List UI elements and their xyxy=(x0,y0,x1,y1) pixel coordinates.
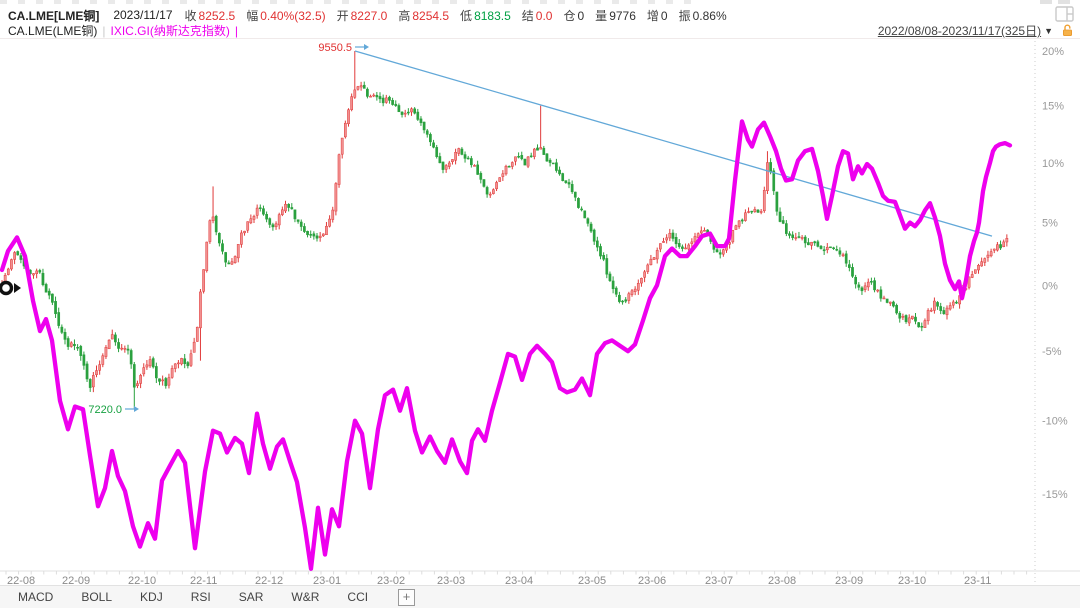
trendline xyxy=(354,50,993,237)
unlock-icon[interactable] xyxy=(1061,24,1074,37)
clipped-top-row xyxy=(0,0,700,4)
chart-canvas[interactable]: 20% 15% 10% 5% 0% -5% -10% -15% 22-08 22-09 22-10 2… xyxy=(0,39,1080,587)
svg-text:-15%: -15% xyxy=(1042,489,1068,501)
svg-text:23-07: 23-07 xyxy=(705,575,733,587)
quote-field-开: 开 8227.0 xyxy=(336,8,388,23)
drawing-handle-marker[interactable] xyxy=(0,280,22,296)
indicator-button-sar[interactable]: SAR xyxy=(238,589,264,604)
chevron-down-icon[interactable]: ▼ xyxy=(1044,25,1053,36)
quote-fields: 收 8252.5 幅 0.40%(32.5) 开 8227.0 高 8254.5 低 8183.5… xyxy=(185,7,738,24)
clipped-top-row-icons xyxy=(1040,0,1074,4)
indicator-button-rsi[interactable]: RSI xyxy=(190,589,211,604)
add-indicator-button[interactable]: + xyxy=(398,588,416,606)
date-range-selector[interactable]: 2022/08/08-2023/11/17(325日) xyxy=(877,24,1042,38)
svg-text:10%: 10% xyxy=(1042,158,1064,170)
indicator-button-wr[interactable]: W&R xyxy=(291,589,320,604)
indicator-button-boll[interactable]: BOLL xyxy=(81,589,113,604)
legend-primary-series[interactable]: CA.LME(LME铜) xyxy=(8,24,98,38)
quote-field-结: 结 0.0 xyxy=(521,8,553,23)
svg-text:0%: 0% xyxy=(1042,280,1058,292)
svg-text:22-10: 22-10 xyxy=(128,575,156,587)
indicator-button-kdj[interactable]: KDJ xyxy=(140,589,163,604)
svg-text:15%: 15% xyxy=(1042,101,1064,113)
price-annotation: 7220.0 xyxy=(88,404,122,416)
price-annotation: 9550.5 xyxy=(318,42,352,54)
axes: 20% 15% 10% 5% 0% -5% -10% -15% 22-08 22-09 22-10 2… xyxy=(0,41,1080,587)
svg-text:22-08: 22-08 xyxy=(7,575,35,587)
svg-text:23-08: 23-08 xyxy=(768,575,796,587)
svg-text:23-10: 23-10 xyxy=(898,575,926,587)
chart-area[interactable]: 20% 15% 10% 5% 0% -5% -10% -15% 22-08 22-09 22-10 2… xyxy=(0,38,1080,587)
svg-text:23-06: 23-06 xyxy=(638,575,666,587)
symbol-name: CA.LME[LME铜] xyxy=(8,8,100,23)
svg-text:5%: 5% xyxy=(1042,218,1058,230)
indicator-button-cci[interactable]: CCI xyxy=(347,589,369,604)
candlestick-series xyxy=(0,51,1009,410)
svg-text:-5%: -5% xyxy=(1042,346,1062,358)
indicator-button-macd[interactable]: MACD xyxy=(18,589,54,604)
panel-layout-icon[interactable] xyxy=(1055,6,1074,22)
quote-bar: CA.LME[LME铜] 2023/11/17 收 8252.5 幅 0.40%(32… xyxy=(8,7,738,23)
svg-text:-10%: -10% xyxy=(1042,416,1068,428)
overlay-line-series xyxy=(0,119,1013,571)
range-bar: 2022/08/08-2023/11/17(325日) ▼ xyxy=(878,23,1074,38)
svg-text:23-05: 23-05 xyxy=(578,575,606,587)
svg-text:23-01: 23-01 xyxy=(313,575,341,587)
quote-field-低: 低 8183.5 xyxy=(460,8,511,23)
legend-overlay-series[interactable]: IXIC.GI(纳斯达克指数) xyxy=(110,24,230,38)
indicator-toolbar: MACD BOLL KDJ RSI SAR W&R CCI + xyxy=(0,585,1080,608)
quote-field-高: 高 8254.5 xyxy=(398,8,450,23)
svg-text:23-11: 23-11 xyxy=(964,575,991,587)
quote-field-幅: 幅 0.40%(32.5) xyxy=(246,8,326,23)
svg-text:22-09: 22-09 xyxy=(62,575,90,587)
svg-text:23-04: 23-04 xyxy=(505,575,533,587)
svg-text:22-11: 22-11 xyxy=(190,575,217,587)
legend-trailing-separator: | xyxy=(234,23,238,38)
legend-separator: | xyxy=(102,23,106,38)
svg-text:23-09: 23-09 xyxy=(835,575,863,587)
svg-text:22-12: 22-12 xyxy=(255,575,283,587)
quote-field-振: 振 0.86% xyxy=(678,8,727,23)
quote-date: 2023/11/17 xyxy=(113,8,173,22)
legend-bar: CA.LME(LME铜) | IXIC.GI(纳斯达克指数) | xyxy=(8,23,238,39)
svg-text:20%: 20% xyxy=(1042,46,1064,58)
svg-text:23-02: 23-02 xyxy=(377,575,405,587)
svg-text:23-03: 23-03 xyxy=(437,575,465,587)
quote-field-收: 收 8252.5 xyxy=(184,8,236,23)
quote-field-量: 量 9776 xyxy=(595,8,636,23)
